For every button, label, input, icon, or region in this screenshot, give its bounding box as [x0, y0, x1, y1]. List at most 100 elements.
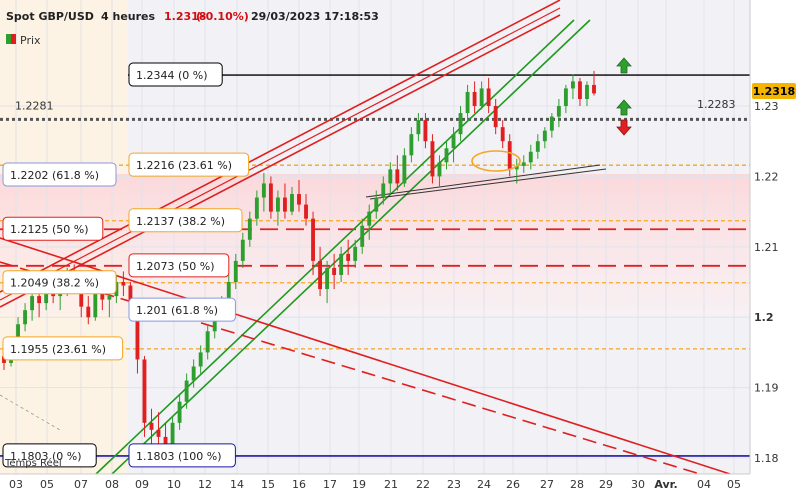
svg-text:1.2137 (38.2 %): 1.2137 (38.2 %) [136, 215, 225, 228]
candle [451, 127, 456, 163]
x-tick-label: 05 [40, 478, 54, 491]
candle [121, 271, 126, 297]
candle [290, 186, 294, 216]
last-price-badge [752, 83, 796, 99]
x-tick-label: 27 [540, 478, 554, 491]
candle [283, 183, 287, 219]
red-down-arrow-icon [616, 119, 632, 136]
x-tick-label: 23 [447, 478, 461, 491]
x-tick-label: 30 [631, 478, 645, 491]
x-tick-label: 16 [292, 478, 306, 491]
candle [297, 179, 301, 212]
x-tick-label: 24 [477, 478, 491, 491]
candle [570, 74, 575, 99]
candle [275, 190, 280, 226]
svg-text:1.2344 (0 %): 1.2344 (0 %) [136, 69, 208, 82]
x-tick-label: 04 [697, 478, 711, 491]
x-tick-label: 15 [261, 478, 275, 491]
svg-text:1.1955 (23.61 %): 1.1955 (23.61 %) [10, 343, 106, 356]
svg-text:1.1803 (0 %): 1.1803 (0 %) [10, 450, 82, 463]
svg-text:1.201 (61.8 %): 1.201 (61.8 %) [136, 304, 218, 317]
candle [149, 408, 154, 448]
candle [409, 127, 414, 163]
y-tick-label: 1.21 [754, 241, 779, 254]
legend-down-swatch [11, 34, 16, 44]
candle [23, 303, 28, 332]
x-tick-label: 08 [105, 478, 119, 491]
level-label: 1.2283 [697, 98, 736, 111]
level-label: 1.2344 (0 %) [128, 62, 223, 87]
candle [500, 120, 505, 149]
trend-line [0, 7, 561, 301]
change-header: (-0.10%) [196, 10, 249, 23]
candle [86, 296, 91, 325]
realtime-label: Temps Réel [4, 457, 62, 469]
candle [247, 211, 252, 247]
svg-text:1.2216 (23.61 %): 1.2216 (23.61 %) [136, 159, 232, 172]
candle [493, 98, 498, 135]
candle [205, 324, 210, 360]
x-axis-ticks: 03 05 07 08 09 10 12 14 15 16 17 19 21 22 23 24 26 27 28 29… [9, 478, 741, 491]
candle [458, 106, 463, 142]
candles [2, 70, 596, 455]
last-price-header: 1.2318 [164, 10, 206, 23]
candle [381, 176, 386, 205]
candle [578, 77, 582, 107]
candle [592, 70, 596, 96]
trend-line [0, 261, 701, 475]
y-tick-label: 1.23 [754, 100, 779, 113]
candle [254, 190, 259, 226]
svg-text:1.2202 (61.8 %): 1.2202 (61.8 %) [10, 169, 99, 182]
y-axis-panel [750, 0, 806, 474]
candle [142, 355, 147, 437]
candle [191, 359, 196, 388]
candle [430, 134, 435, 184]
svg-text:1.2125 (50 %): 1.2125 (50 %) [10, 223, 89, 236]
candle [304, 194, 308, 226]
candle [311, 211, 315, 275]
candle [514, 158, 519, 184]
green-up-arrow-icon [616, 99, 632, 116]
x-tick-label: 22 [416, 478, 430, 491]
candle [535, 134, 540, 159]
datetime-header: 29/03/2023 17:18:53 [251, 10, 379, 23]
candle [549, 113, 554, 138]
candle [367, 204, 372, 240]
legend-label[interactable]: Prix [20, 34, 41, 47]
candle [318, 246, 323, 297]
candle [395, 155, 400, 191]
candle [479, 81, 484, 110]
y-tick-label: 1.2 [754, 311, 774, 324]
x-tick-label: 21 [384, 478, 398, 491]
x-tick-label: 29 [599, 478, 613, 491]
x-axis-panel [0, 474, 806, 494]
trend-line [0, 237, 731, 475]
y-axis-ticks: 1.23 1.22 1.21 1.2 1.19 1.18 [754, 100, 779, 465]
trend-line [111, 19, 591, 475]
x-tick-label: 07 [74, 478, 88, 491]
candle [240, 232, 245, 268]
candle [360, 218, 365, 254]
svg-text:1.1803 (100 %): 1.1803 (100 %) [136, 450, 222, 463]
level-label: 1.2137 (38.2 %) [128, 208, 243, 233]
candle [423, 113, 428, 149]
level-label: 1.2125 (50 %) [2, 216, 104, 241]
level-label: 1.1803 (100 %) [128, 443, 236, 468]
candle [444, 141, 449, 170]
trend-line [0, 14, 561, 308]
trend-line [95, 19, 575, 475]
level-label: 1.2216 (23.61 %) [128, 152, 250, 177]
level-labels: 1.2344 (0 %) 1.2281 1.2283 1.2216 (23.61 %)… [2, 62, 736, 468]
x-tick-label: 14 [230, 478, 244, 491]
x-tick-label: 19 [352, 478, 366, 491]
candle [261, 172, 266, 212]
level-label: 1.1803 (0 %) [2, 443, 97, 468]
candle [542, 127, 547, 149]
x-tick-label: 28 [570, 478, 584, 491]
candle [416, 113, 421, 142]
candle [563, 84, 568, 114]
trend-line [0, 0, 561, 293]
x-tick-label: 12 [198, 478, 212, 491]
y-tick-label: 1.18 [754, 452, 779, 465]
svg-text:1.2073 (50 %): 1.2073 (50 %) [136, 260, 215, 273]
